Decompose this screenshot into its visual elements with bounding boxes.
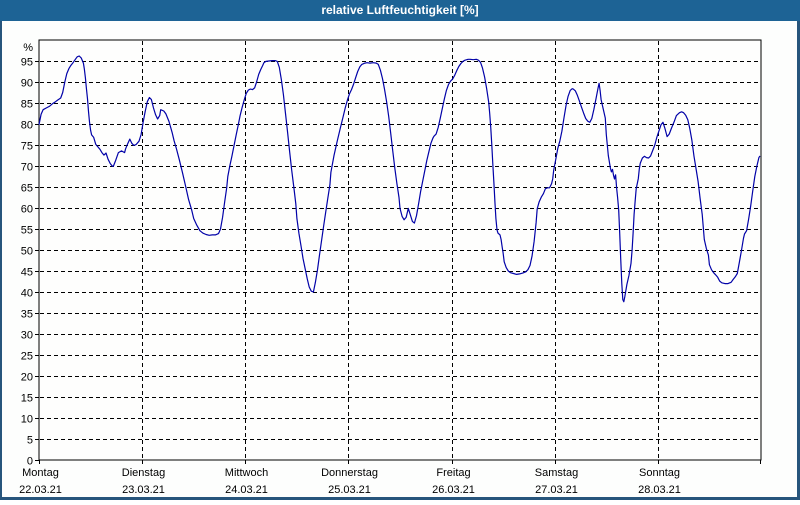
- x-day-label: Dienstag: [122, 467, 165, 479]
- y-tick-label: 85: [21, 99, 33, 111]
- x-day-label: Sonntag: [639, 467, 680, 479]
- y-tick-label: 55: [21, 225, 33, 237]
- x-date-label: 27.03.21: [535, 484, 578, 496]
- y-tick-label: 0: [27, 456, 33, 468]
- x-date-label: 28.03.21: [638, 484, 681, 496]
- y-tick-label: 95: [21, 57, 33, 69]
- y-tick-label: 60: [21, 204, 33, 216]
- y-tick-label: 10: [21, 414, 33, 426]
- window-frame-left: [0, 21, 2, 500]
- window-frame-right: [797, 21, 800, 500]
- y-tick-label: 35: [21, 309, 33, 321]
- y-tick-label: 70: [21, 162, 33, 174]
- window-frame-bottom: [0, 497, 800, 500]
- x-day-label: Mittwoch: [225, 467, 268, 479]
- y-tick-label: 45: [21, 267, 33, 279]
- x-date-label: 22.03.21: [19, 484, 62, 496]
- humidity-line: [38, 55, 761, 303]
- y-tick-label: 40: [21, 288, 33, 300]
- y-tick-label: 15: [21, 393, 33, 405]
- y-tick-label: 65: [21, 183, 33, 195]
- y-tick-label: 25: [21, 351, 33, 363]
- x-day-label: Donnerstag: [321, 467, 378, 479]
- x-date-label: 26.03.21: [432, 484, 475, 496]
- x-day-label: Montag: [22, 467, 59, 479]
- y-tick-label: 5: [27, 435, 33, 447]
- y-tick-label: 80: [21, 120, 33, 132]
- x-date-label: 24.03.21: [225, 484, 268, 496]
- percent-axis-label: %: [23, 42, 33, 54]
- x-day-label: Samstag: [535, 467, 578, 479]
- y-tick-label: 75: [21, 141, 33, 153]
- x-date-label: 25.03.21: [328, 484, 371, 496]
- y-tick-label: 50: [21, 246, 33, 258]
- y-tick-label: 20: [21, 372, 33, 384]
- x-date-label: 23.03.21: [122, 484, 165, 496]
- y-tick-label: 30: [21, 330, 33, 342]
- y-tick-label: 90: [21, 78, 33, 90]
- window-title: relative Luftfeuchtigkeit [%]: [321, 3, 479, 17]
- window-titlebar[interactable]: relative Luftfeuchtigkeit [%]: [0, 0, 800, 21]
- x-day-label: Freitag: [436, 467, 470, 479]
